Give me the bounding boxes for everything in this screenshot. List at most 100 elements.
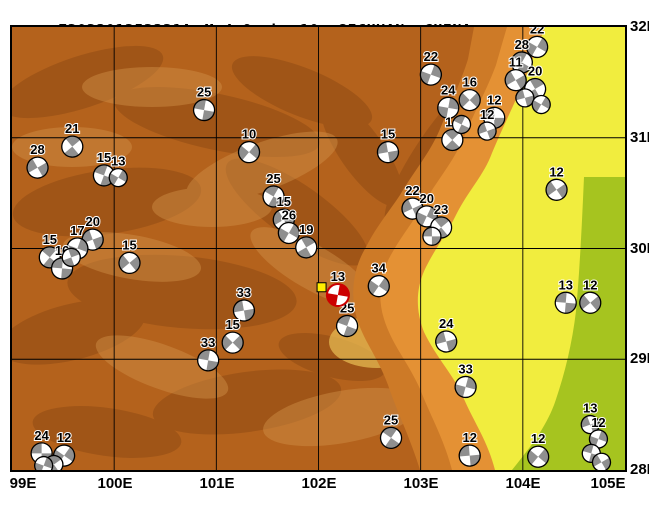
depth-label: 22: [530, 27, 544, 36]
depth-label: 33: [201, 335, 215, 350]
depth-label: 25: [266, 171, 280, 186]
epicenter-marker: [316, 282, 327, 293]
focal-mechanism: 12: [483, 91, 506, 129]
depth-label: 10: [242, 127, 256, 142]
terrain-ridges: [12, 45, 500, 458]
terrain-lowland: [512, 177, 625, 470]
focal-mechanism: [34, 455, 54, 470]
depth-label: 20: [528, 64, 542, 79]
depth-label: 26: [282, 207, 296, 222]
focal-mechanism: 12: [458, 429, 481, 467]
focal-mechanism: 19: [295, 221, 318, 259]
depth-label: 15: [43, 232, 57, 247]
depth-label: 12: [531, 431, 545, 446]
focal-mechanism: 15: [376, 126, 400, 164]
depth-label: 33: [458, 361, 472, 376]
mainshock-focal-mechanism: 13: [325, 268, 350, 308]
station-square-marker: [316, 282, 327, 293]
map-frame: 22 28 11 20 16 24 12 14 12 22 15 25 10 21 28 15 13 20 17 15…: [10, 25, 627, 472]
lon-label-104e: 104E: [505, 475, 541, 492]
depth-label: 15: [225, 317, 239, 332]
lat-label-32n: 32N: [630, 18, 649, 35]
depth-label: 24: [441, 82, 456, 97]
depth-label: 34: [372, 261, 387, 276]
depth-label: 24: [439, 316, 454, 331]
focal-mechanism: 33: [232, 284, 256, 322]
depth-label: 13: [331, 269, 345, 284]
depth-label: 33: [237, 285, 251, 300]
focal-mechanism: 28: [26, 141, 49, 179]
depth-label: 20: [420, 191, 434, 206]
focal-mechanism: [591, 452, 612, 470]
focal-mechanism: 25: [379, 411, 403, 450]
focal-mechanism: 26: [277, 206, 301, 245]
focal-mechanism: 24: [30, 427, 53, 465]
depth-label: 15: [381, 127, 395, 142]
depth-label: 12: [487, 92, 501, 107]
focal-mechanism: 13: [108, 153, 128, 188]
lon-label-102e: 102E: [301, 475, 337, 492]
depth-label: 12: [462, 430, 476, 445]
lon-label-103e: 103E: [403, 475, 439, 492]
terrain-highlights: [12, 67, 421, 447]
focal-mechanism: [422, 226, 442, 246]
depth-label: 12: [549, 164, 563, 179]
focal-mechanism: 15: [221, 316, 244, 354]
focal-mechanism: 24: [435, 315, 458, 353]
focal-mechanism: 12: [527, 430, 550, 468]
focal-mechanism: 21: [61, 120, 84, 158]
depth-label: 13: [111, 154, 125, 169]
focal-mechanism: 25: [192, 84, 216, 122]
focal-mechanism: 13: [554, 276, 577, 314]
focal-mechanism: 22: [525, 27, 549, 59]
focal-mechanism: [531, 94, 551, 115]
depth-label: 17: [70, 223, 84, 238]
lon-label-105e: 105E: [590, 475, 626, 492]
depth-label: 15: [122, 237, 136, 252]
depth-label: 19: [299, 222, 313, 237]
focal-mechanism: 12: [545, 163, 568, 201]
focal-mechanism: 20: [415, 190, 438, 228]
focal-mechanism: 12: [579, 276, 602, 314]
depth-label: 11: [509, 55, 523, 70]
focal-mechanism: 16: [458, 74, 481, 112]
focal-mechanism: [61, 247, 81, 268]
depth-label: 13: [559, 277, 573, 292]
focal-mechanism: 33: [197, 334, 220, 372]
depth-label: 20: [85, 214, 99, 229]
focal-mechanism: 10: [237, 126, 261, 164]
depth-label: 16: [462, 75, 476, 90]
lat-label-29n: 29N: [630, 350, 649, 367]
lat-label-31n: 31N: [630, 129, 649, 146]
focal-mechanism: [451, 114, 472, 135]
focal-mechanism: 12: [588, 414, 609, 449]
depth-label: 12: [583, 277, 597, 292]
depth-label: 28: [515, 37, 529, 52]
focal-mechanism: 12: [477, 106, 497, 141]
depth-label: 21: [65, 121, 79, 136]
focal-mechanism: 34: [367, 260, 390, 298]
depth-label: 22: [424, 49, 438, 64]
depth-label: 22: [405, 183, 419, 198]
focal-mechanism: 25: [262, 170, 285, 208]
depth-label: 12: [57, 430, 71, 445]
depth-label: 25: [197, 85, 211, 100]
lon-label-101e: 101E: [199, 475, 235, 492]
focal-mechanism: 22: [419, 48, 443, 86]
lat-label-30n: 30N: [630, 240, 649, 257]
focal-mechanism: 15: [118, 236, 141, 275]
depth-label: 28: [30, 142, 44, 157]
depth-label: 15: [97, 150, 111, 165]
focal-mechanism: 13: [580, 400, 600, 435]
depth-label: 25: [384, 412, 398, 427]
depth-label: 12: [591, 415, 605, 430]
depth-label: 23: [434, 202, 448, 217]
lon-label-99e: 99E: [9, 475, 37, 492]
focal-mechanism: 15: [92, 149, 116, 187]
depth-label: 13: [583, 401, 597, 416]
focal-mechanism: 25: [335, 300, 359, 338]
depth-label: 15: [277, 194, 291, 209]
